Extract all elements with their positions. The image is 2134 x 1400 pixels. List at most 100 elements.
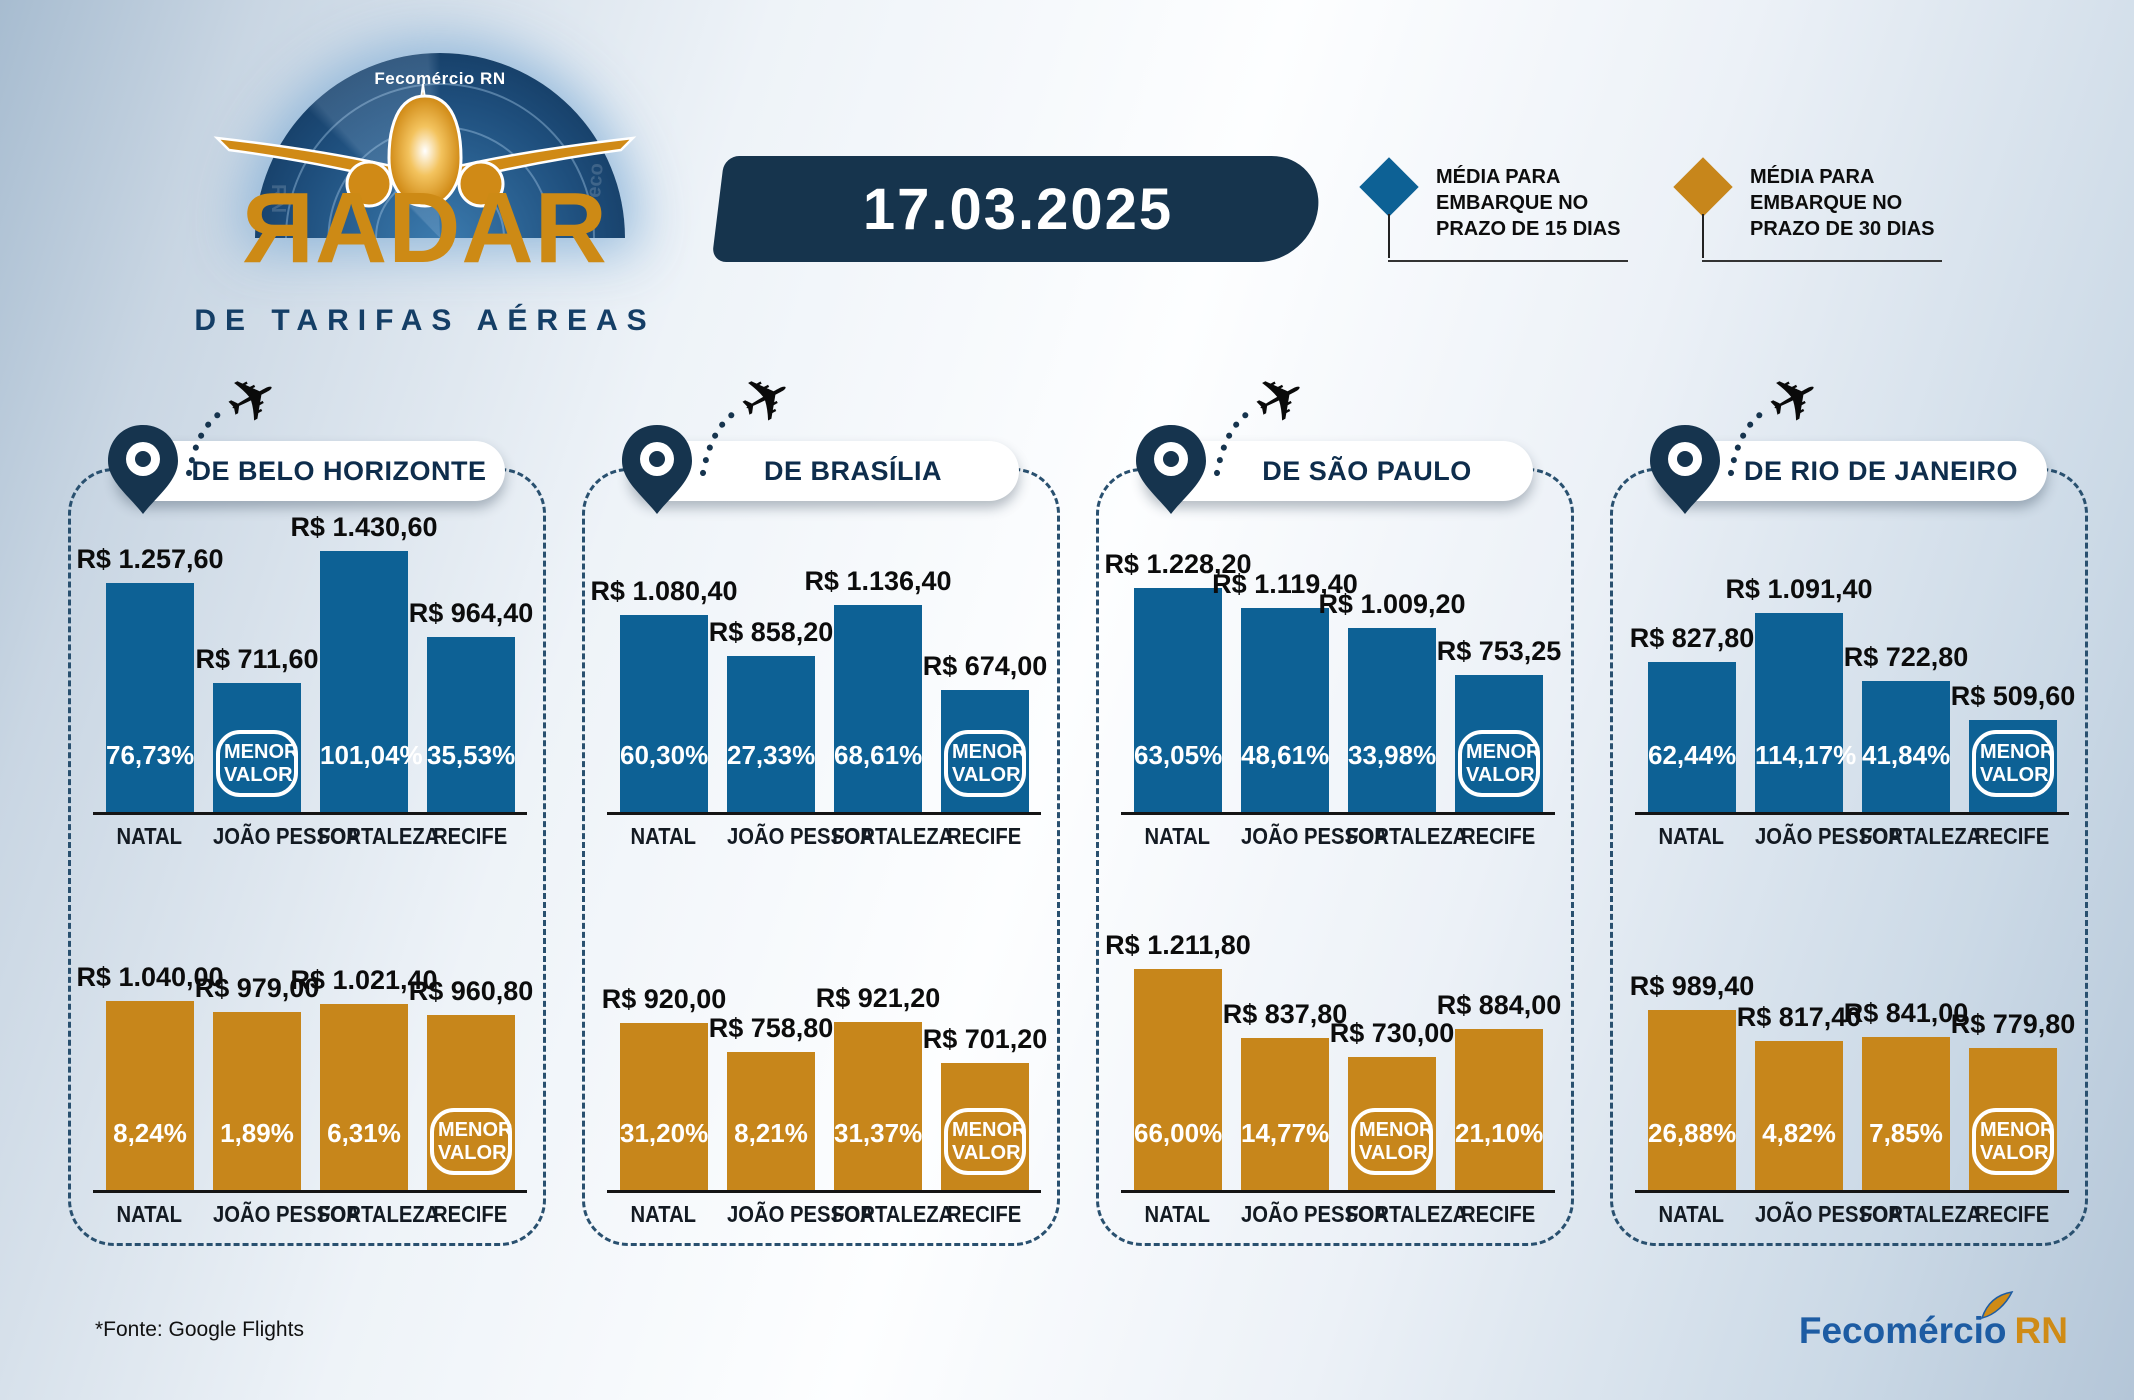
percent-label: 31,37% [834,1118,923,1148]
percent-label: 68,61% [834,740,923,770]
location-pin-icon [108,425,178,514]
value-label: R$ 730,00 [1329,1018,1455,1048]
blue-diamond-icon [1359,157,1419,217]
x-axis-label: JOÃO PESSOA [727,823,875,849]
percent-label: 35,53% [427,740,516,770]
x-axis-labels-row: NATAL JOÃO PESSOA FORTALEZA RECIFE [1638,823,2066,850]
menor-valor-badge: MENOR VALOR [944,1108,1026,1175]
bar-fortaleza: 41,84% [1862,681,1950,813]
x-axis-label: RECIFE [947,1201,1022,1227]
value-label: R$ 964,40 [408,598,534,628]
orange-diamond-icon [1673,157,1733,217]
x-axis-label: FORTALEZA [832,823,954,849]
value-label: R$ 841,00 [1843,998,1969,1028]
date-banner: 17.03.2025 [711,156,1325,262]
value-label: R$ 979,00 [194,973,320,1003]
percent-label: 8,24% [113,1118,187,1148]
bar-recife: MENOR VALOR [941,1063,1029,1191]
x-axis-label: JOÃO PESSOA [1241,823,1389,849]
x-axis-label: FORTALEZA [318,1201,440,1227]
x-axis-label: NATAL [630,1201,697,1227]
bar-fortaleza: 31,37% [834,1022,922,1191]
value-label: R$ 884,00 [1436,990,1562,1020]
x-axis-label: FORTALEZA [1346,823,1468,849]
legend-label: MÉDIA PARA EMBARQUE NO PRAZO DE 15 DIAS [1436,166,1621,240]
x-axis-label: RECIFE [1461,1201,1536,1227]
bar-fortaleza: 101,04% [320,551,423,813]
x-axis-label: FORTALEZA [1860,1201,1982,1227]
origin-title: DE SÃO PAULO [1262,455,1472,486]
value-label: R$ 701,20 [922,1024,1048,1054]
bar-recife: MENOR VALOR [1969,1048,2057,1191]
legend-item-15-days: MÉDIA PARA EMBARQUE NO PRAZO DE 15 DIAS [1358,157,1630,262]
city-section-de-rio-de-janeiro: ✈ DE RIO DE JANEIRO R$ 827,80 62,44% R$ … [1610,357,2088,1246]
x-axis-label: NATAL [116,823,183,849]
location-pin-icon [1136,425,1206,514]
bar-natal: 26,88% [1648,1010,1736,1191]
x-axis-labels-row: NATAL JOÃO PESSOA FORTALEZA RECIFE [96,1201,524,1228]
x-axis-labels-row: NATAL JOÃO PESSOA FORTALEZA RECIFE [610,823,1038,850]
x-axis-line [607,1190,1041,1193]
value-label: R$ 1.009,20 [1318,589,1466,619]
value-label: R$ 837,80 [1222,999,1348,1029]
bar-chart-30-days: R$ 989,40 26,88% R$ 817,40 4,82% R$ 841,… [1630,911,2075,1191]
value-label: R$ 1.136,40 [804,566,952,596]
bar-recife: MENOR VALOR [1969,720,2057,813]
value-label: R$ 827,80 [1629,623,1755,653]
value-label: R$ 674,00 [922,651,1048,681]
x-axis-label: RECIFE [1975,1201,2050,1227]
city-section-de-belo-horizonte: ✈ DE BELO HORIZONTE R$ 1.257,60 76,73% R… [68,357,546,1246]
x-axis-label: JOÃO PESSOA [1755,823,1903,849]
origin-title: DE RIO DE JANEIRO [1743,455,2019,486]
x-axis-label: JOÃO PESSOA [1755,1201,1903,1227]
x-axis-label: NATAL [116,1201,183,1227]
bar-natal: 62,44% [1648,662,1736,813]
percent-label: 48,61% [1241,740,1330,770]
origin-title: DE BELO HORIZONTE [191,455,487,486]
menor-valor-badge: MENOR VALOR [1351,1108,1433,1175]
x-axis-label: RECIFE [1975,823,2050,849]
bar-joa-o-pessoa: 14,77% [1241,1038,1329,1191]
percent-label: 63,05% [1134,740,1223,770]
x-axis-line [1121,812,1555,815]
value-label: R$ 989,40 [1629,971,1755,1001]
bar-fortaleza: 6,31% [320,1004,408,1191]
value-label: R$ 817,40 [1736,1002,1862,1032]
bar-natal: 60,30% [620,615,708,813]
bar-natal: 76,73% [106,583,194,813]
x-axis-labels-row: NATAL JOÃO PESSOA FORTALEZA RECIFE [1638,1201,2066,1228]
menor-valor-badge: MENOR VALOR [1972,730,2054,797]
value-label: R$ 920,00 [601,984,727,1014]
percent-label: 33,98% [1348,740,1437,770]
legend: MÉDIA PARA EMBARQUE NO PRAZO DE 15 DIAS … [1358,157,1944,262]
value-label: R$ 1.091,40 [1725,574,1873,604]
bar-joa-o-pessoa: 48,61% [1241,608,1329,813]
airplane-icon [213,83,637,208]
percent-label: 27,33% [727,740,816,770]
x-axis-labels-row: NATAL JOÃO PESSOA FORTALEZA RECIFE [96,823,524,850]
percent-label: 31,20% [620,1118,709,1148]
footer-brand-word1: Fecomércio [1798,1310,2007,1351]
bar-natal: 31,20% [620,1023,708,1191]
bar-fortaleza: 33,98% [1348,628,1436,813]
menor-valor-badge: MENOR VALOR [430,1108,512,1175]
x-axis-label: NATAL [1144,823,1211,849]
origin-pill: ✈ DE RIO DE JANEIRO [1650,357,2047,514]
menor-valor-badge: MENOR VALOR [944,730,1026,797]
origin-pill: ✈ DE BELO HORIZONTE [108,357,505,514]
value-label: R$ 1.021,40 [290,965,438,995]
x-axis-label: NATAL [630,823,697,849]
x-axis-label: RECIFE [947,823,1022,849]
value-label: R$ 1.211,80 [1105,930,1251,960]
bar-natal: 8,24% [106,1001,194,1191]
bar-chart-15-days: R$ 1.080,40 60,30% R$ 858,20 27,33% R$ 1… [590,533,1047,813]
legend-underline [1388,260,1628,262]
footer-brand-word2: RN [2014,1310,2068,1351]
city-section-de-brasi-lia: ✈ DE BRASÍLIA R$ 1.080,40 60,30% R$ 858,… [582,357,1060,1246]
x-axis-label: NATAL [1658,1201,1725,1227]
bar-joa-o-pessoa: 27,33% [727,656,815,813]
x-axis-label: FORTALEZA [1860,823,1982,849]
x-axis-label: FORTALEZA [1346,1201,1468,1227]
percent-label: 14,77% [1241,1118,1330,1148]
value-label: R$ 858,20 [708,617,834,647]
